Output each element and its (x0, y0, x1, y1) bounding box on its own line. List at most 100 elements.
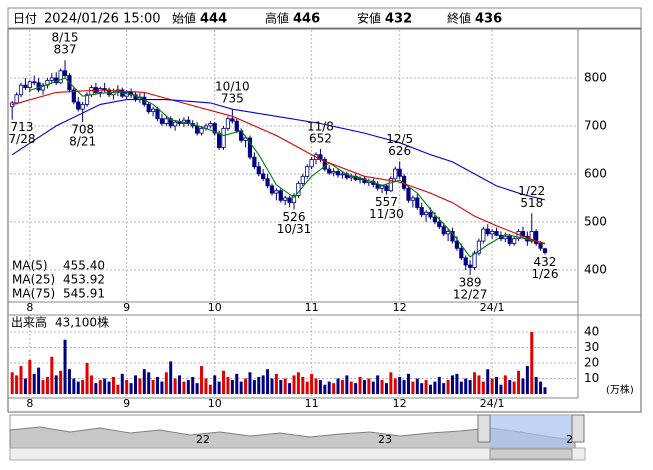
candle-body (463, 257, 468, 266)
y-tick-label: 600 (584, 166, 607, 180)
volume-bar (244, 378, 248, 394)
volume-bar (41, 380, 45, 394)
header-label: 安値 (357, 11, 381, 26)
volume-bar (261, 375, 265, 394)
volume-bar (367, 378, 371, 394)
header-value: 444 (200, 12, 227, 27)
volume-bar (428, 384, 432, 394)
x-tick-label: 11 (305, 301, 319, 314)
volume-tick-label: 20 (584, 355, 599, 369)
x-tick-label: 12 (393, 301, 407, 314)
candle-body (331, 171, 336, 174)
candle-body (406, 187, 411, 201)
header-value: 446 (293, 12, 320, 27)
scrollbar[interactable] (9, 447, 586, 461)
navigator-handle[interactable] (571, 414, 585, 443)
candle-body (437, 221, 442, 228)
x-tick-label: 24/1 (480, 301, 505, 314)
candle-body (357, 178, 363, 181)
navigator-selection[interactable] (490, 415, 572, 448)
volume-bar (169, 361, 173, 394)
volume-bar (76, 381, 80, 394)
volume-bar (147, 372, 151, 394)
annotation-date: 10/10 (215, 80, 250, 94)
volume-bar (340, 380, 344, 394)
volume-bar (362, 380, 366, 394)
volume-bar (517, 370, 521, 394)
volume-bar (107, 381, 111, 394)
x-tick-label: 10 (208, 397, 222, 410)
candle-body (261, 173, 266, 180)
candle-body (446, 231, 451, 235)
volume-bar (415, 378, 419, 394)
volume-bar (393, 378, 397, 394)
candle-body (177, 121, 182, 124)
volume-bar (54, 375, 58, 394)
volume-bar (248, 372, 252, 394)
volume-bar (473, 372, 477, 394)
candle-body (432, 216, 437, 223)
volume-bar (133, 375, 137, 394)
volume-bar (437, 376, 441, 394)
navigator-handle[interactable] (477, 414, 491, 443)
candle-body (18, 84, 24, 96)
volume-bar (226, 376, 230, 394)
annotation-date: 1/26 (532, 267, 559, 281)
volume-bar (81, 380, 85, 394)
volume-bar (543, 387, 547, 394)
candle-body (423, 211, 429, 216)
navigator-label: 23 (378, 433, 392, 446)
volume-bar (28, 359, 32, 394)
volume-bar (384, 383, 388, 394)
volume-bar (345, 375, 349, 394)
volume-bar (59, 370, 63, 394)
volume-bar (420, 383, 424, 394)
annotation-date: 1/22 (518, 184, 545, 198)
volume-bar (406, 373, 410, 394)
candle-body (507, 235, 512, 244)
volume-bar (230, 380, 234, 394)
volume-bar (10, 372, 14, 394)
x-tick-label: 10 (208, 301, 222, 314)
candle-body (534, 231, 539, 244)
volume-bar (318, 380, 322, 394)
candle-body (208, 123, 213, 127)
candle-body (481, 228, 486, 242)
candle-body (454, 240, 460, 249)
volume-bar (63, 339, 67, 394)
volume-bar (213, 375, 217, 394)
volume-bar (283, 378, 287, 394)
volume-bar (270, 378, 274, 394)
annotation-value: 626 (388, 144, 411, 158)
date-label: 日付 (13, 12, 37, 26)
candle-body (472, 252, 477, 268)
candle-body (512, 238, 517, 244)
annotation-date: 11/8 (307, 119, 334, 133)
header-value: 432 (385, 12, 412, 27)
volume-unit: (万株) (606, 383, 634, 396)
candle-body (14, 94, 19, 104)
volume-bar (173, 378, 177, 394)
volume-bar (539, 381, 543, 394)
scrollbar-thumb[interactable] (489, 448, 573, 460)
candle-body (468, 264, 473, 268)
candle-body (252, 156, 257, 168)
volume-bar (499, 384, 503, 394)
candle-body (375, 184, 380, 189)
annotation-value: 557 (375, 195, 398, 209)
candle-body (340, 173, 345, 176)
volume-bar (156, 376, 160, 394)
volume-bar (495, 376, 499, 394)
candle-body (283, 197, 288, 201)
candle-body (265, 178, 270, 187)
volume-bar (459, 381, 463, 394)
volume-bar (530, 331, 534, 394)
volume-bar (446, 380, 450, 394)
annotation-value: 389 (459, 276, 482, 290)
volume-bar (116, 384, 120, 394)
candle-body (419, 207, 424, 216)
volume-bar (129, 383, 133, 394)
candle-body (397, 168, 402, 177)
volume-bar (186, 380, 190, 394)
y-tick-label: 500 (584, 214, 607, 228)
